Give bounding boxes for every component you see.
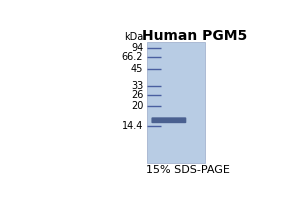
Text: 20: 20	[131, 101, 143, 111]
Text: kDa: kDa	[124, 32, 143, 42]
Bar	[147, 42, 205, 163]
Text: 66.2: 66.2	[122, 52, 143, 62]
Text: Human PGM5: Human PGM5	[142, 29, 247, 43]
Text: 15% SDS-PAGE: 15% SDS-PAGE	[146, 165, 230, 175]
Text: 45: 45	[131, 64, 143, 74]
FancyBboxPatch shape	[152, 117, 186, 123]
Text: 14.4: 14.4	[122, 121, 143, 131]
Text: 94: 94	[131, 43, 143, 53]
Text: 26: 26	[131, 90, 143, 100]
Text: 33: 33	[131, 81, 143, 91]
